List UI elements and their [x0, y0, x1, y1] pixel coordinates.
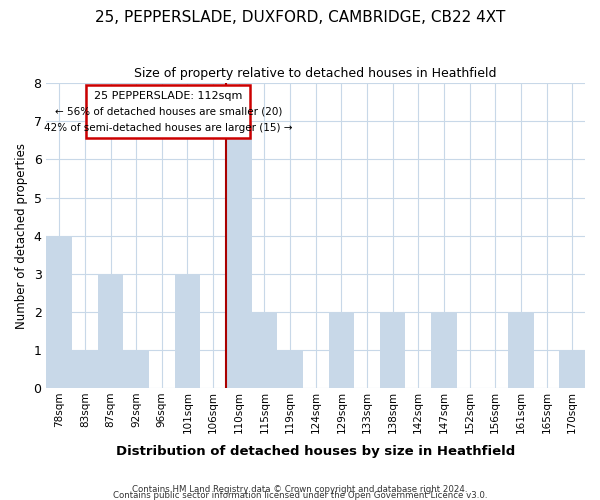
Text: 25 PEPPERSLADE: 112sqm: 25 PEPPERSLADE: 112sqm — [94, 90, 242, 101]
Bar — [431, 312, 457, 388]
Bar — [251, 312, 277, 388]
Text: Contains public sector information licensed under the Open Government Licence v3: Contains public sector information licen… — [113, 491, 487, 500]
Bar — [559, 350, 585, 389]
Bar — [380, 312, 406, 388]
Bar — [98, 274, 124, 388]
Bar — [277, 350, 303, 389]
Y-axis label: Number of detached properties: Number of detached properties — [15, 143, 28, 329]
FancyBboxPatch shape — [86, 85, 250, 138]
Bar — [508, 312, 534, 388]
Bar — [72, 350, 98, 389]
X-axis label: Distribution of detached houses by size in Heathfield: Distribution of detached houses by size … — [116, 444, 515, 458]
Text: 25, PEPPERSLADE, DUXFORD, CAMBRIDGE, CB22 4XT: 25, PEPPERSLADE, DUXFORD, CAMBRIDGE, CB2… — [95, 10, 505, 25]
Text: ← 56% of detached houses are smaller (20): ← 56% of detached houses are smaller (20… — [55, 106, 282, 117]
Bar — [46, 236, 72, 388]
Text: 42% of semi-detached houses are larger (15) →: 42% of semi-detached houses are larger (… — [44, 122, 292, 132]
Bar — [226, 121, 251, 388]
Bar — [124, 350, 149, 389]
Title: Size of property relative to detached houses in Heathfield: Size of property relative to detached ho… — [134, 68, 497, 80]
Bar — [175, 274, 200, 388]
Text: Contains HM Land Registry data © Crown copyright and database right 2024.: Contains HM Land Registry data © Crown c… — [132, 485, 468, 494]
Bar — [329, 312, 354, 388]
